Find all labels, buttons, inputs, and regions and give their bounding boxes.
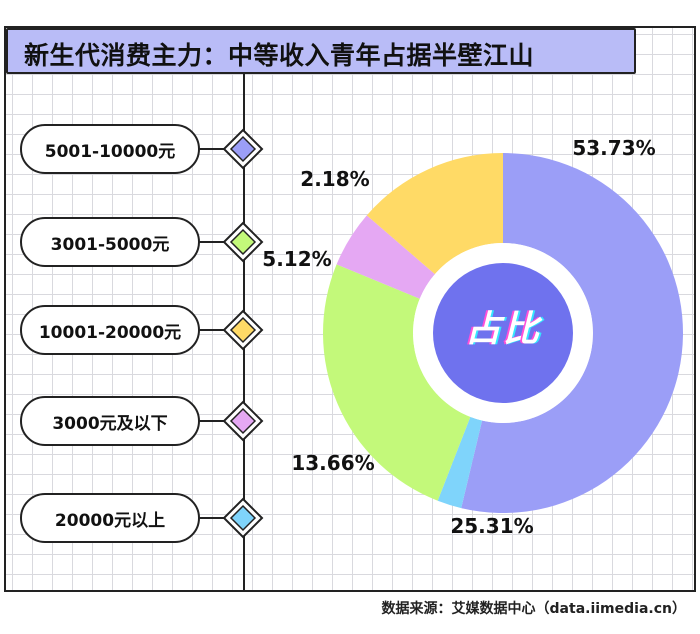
value-label-3: 13.66% [291, 451, 374, 475]
value-label-4: 5.12% [262, 247, 331, 271]
donut-slice-1 [461, 153, 683, 513]
legend-connector-2 [198, 241, 228, 243]
donut-slice-2 [323, 264, 471, 501]
legend-marker-5 [222, 497, 264, 539]
legend-connector-1 [198, 148, 228, 150]
value-label-5: 2.18% [300, 167, 369, 191]
donut-center-disc [433, 263, 573, 403]
legend-marker-3 [222, 309, 264, 351]
legend-item-1: 5001-10000元 [20, 124, 200, 174]
legend-marker-1 [222, 128, 264, 170]
title-banner: 新生代消费主力：中等收入青年占据半壁江山 [6, 28, 636, 74]
legend-item-5: 20000元以上 [20, 493, 200, 543]
donut-slice-5 [437, 416, 483, 509]
source-note: 数据来源：艾媒数据中心（data.iimedia.cn） [381, 601, 686, 617]
legend-marker-2 [222, 221, 264, 263]
value-label-1: 53.73% [572, 136, 655, 160]
center-label: 占比 [464, 309, 541, 350]
value-label-2: 25.31% [450, 514, 533, 538]
legend-connector-4 [198, 420, 228, 422]
legend-marker-4 [222, 400, 264, 442]
chart-title: 新生代消费主力：中等收入青年占据半壁江山 [24, 41, 535, 70]
legend-connector-3 [198, 329, 228, 331]
legend-connector-5 [198, 517, 228, 519]
donut-slice-4 [336, 215, 435, 299]
donut-slice-3 [366, 153, 503, 275]
legend-item-4: 3000元及以下 [20, 396, 200, 446]
